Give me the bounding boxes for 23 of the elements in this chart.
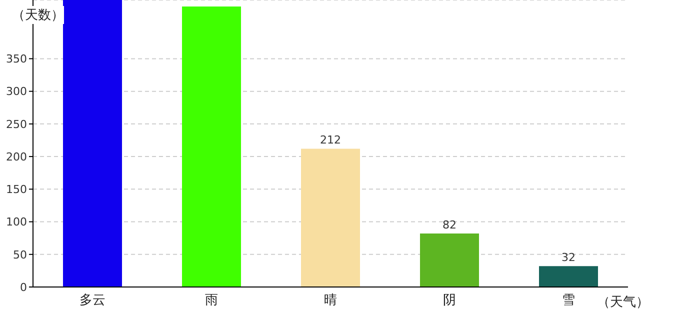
y-tick-label: 50 — [13, 248, 27, 262]
y-tick-label: 150 — [6, 183, 27, 196]
x-tick-label: 多云 — [80, 293, 106, 308]
x-tick-label: 晴 — [324, 293, 337, 308]
y-axis-title: （天数） — [12, 6, 64, 24]
bar — [420, 234, 479, 287]
y-tick-label: 200 — [6, 150, 27, 164]
x-tick-label: 雪 — [562, 293, 575, 308]
bar — [539, 266, 598, 287]
bar — [301, 148, 360, 287]
y-tick-label: 300 — [6, 85, 27, 98]
y-tick-label: 250 — [6, 118, 27, 131]
x-tick-label: 阴 — [443, 293, 456, 308]
bar — [182, 6, 241, 287]
data-label: 32 — [562, 251, 576, 264]
x-axis-title: （天气） — [597, 294, 649, 311]
data-label: 212 — [320, 134, 341, 147]
bar — [63, 0, 122, 287]
y-tick-label: 350 — [6, 52, 27, 66]
x-tick-label: 雨 — [205, 293, 218, 308]
y-tick-label: 0 — [20, 280, 27, 294]
y-tick-label: 100 — [6, 216, 27, 229]
data-label: 82 — [442, 218, 456, 232]
